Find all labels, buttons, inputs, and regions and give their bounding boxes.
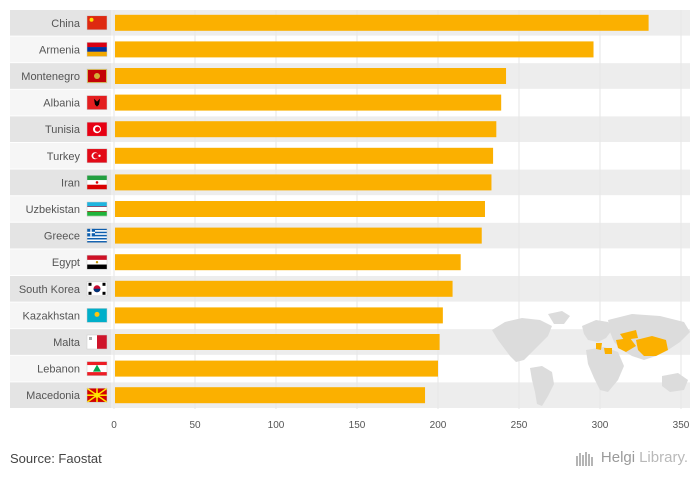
china-flag xyxy=(86,15,108,31)
category-label: Greece xyxy=(44,231,80,243)
tunisia-flag xyxy=(86,121,108,137)
category-labels: China Armenia Montenegro Albania Tunisia Turk… xyxy=(19,18,81,402)
south-korea-flag xyxy=(86,281,108,297)
egypt-flag xyxy=(86,254,108,270)
macedonia-flag xyxy=(86,387,108,403)
malta-flag xyxy=(86,334,108,350)
x-tick-label: 300 xyxy=(592,420,609,431)
brand-main: Helgi xyxy=(600,449,636,466)
library-icon xyxy=(575,451,593,466)
iran-flag xyxy=(86,175,108,190)
x-tick-label: 150 xyxy=(349,420,366,431)
x-tick-label: 100 xyxy=(268,420,285,431)
bar xyxy=(115,147,494,164)
uzbekistan-flag xyxy=(86,201,108,217)
x-tick-label: 200 xyxy=(430,420,447,431)
bar xyxy=(115,14,649,31)
flags xyxy=(86,15,108,403)
category-label: Kazakhstan xyxy=(23,310,80,322)
greece-flag xyxy=(86,228,108,243)
x-tick-label: 350 xyxy=(673,420,690,431)
category-label: Albania xyxy=(43,98,81,110)
lebanon-flag xyxy=(86,361,108,376)
category-label: Uzbekistan xyxy=(26,204,80,216)
bar xyxy=(115,360,438,377)
bar xyxy=(115,387,426,404)
armenia-flag xyxy=(86,42,108,57)
category-label: Malta xyxy=(53,337,81,349)
bar xyxy=(115,41,594,58)
bar xyxy=(115,174,492,191)
bar xyxy=(115,254,461,271)
category-label: Egypt xyxy=(52,257,80,269)
bar xyxy=(115,307,443,324)
bar xyxy=(115,280,453,297)
x-axis-ticks: 0 50 100 150 200 250 300 350 xyxy=(111,420,690,431)
category-label: China xyxy=(51,18,81,30)
bar-chart: China Armenia Montenegro Albania Tunisia Turk… xyxy=(10,10,690,431)
bar xyxy=(115,201,485,217)
x-tick-label: 0 xyxy=(111,420,117,431)
bar xyxy=(115,227,482,244)
category-label: Turkey xyxy=(47,151,81,163)
brand-logo: Helgi Library. xyxy=(575,449,688,466)
category-label: Armenia xyxy=(39,44,81,56)
world-map xyxy=(492,311,690,406)
bar xyxy=(115,94,502,111)
bar xyxy=(115,68,507,84)
source-label: Source: Faostat xyxy=(10,451,102,466)
x-tick-label: 50 xyxy=(189,420,201,431)
albania-flag xyxy=(86,95,108,110)
brand-light: Library. xyxy=(639,449,688,466)
category-label: Iran xyxy=(61,177,80,189)
category-label: South Korea xyxy=(19,284,81,296)
kazakhstan-flag xyxy=(86,308,108,323)
bars xyxy=(115,14,649,404)
category-label: Macedonia xyxy=(26,390,81,402)
category-label: Lebanon xyxy=(37,364,80,376)
bar xyxy=(115,121,497,138)
category-label: Tunisia xyxy=(45,124,81,136)
x-tick-label: 250 xyxy=(511,420,528,431)
bar xyxy=(115,334,440,350)
category-label: Montenegro xyxy=(21,71,80,83)
montenegro-flag xyxy=(86,68,108,84)
turkey-flag xyxy=(86,148,108,164)
